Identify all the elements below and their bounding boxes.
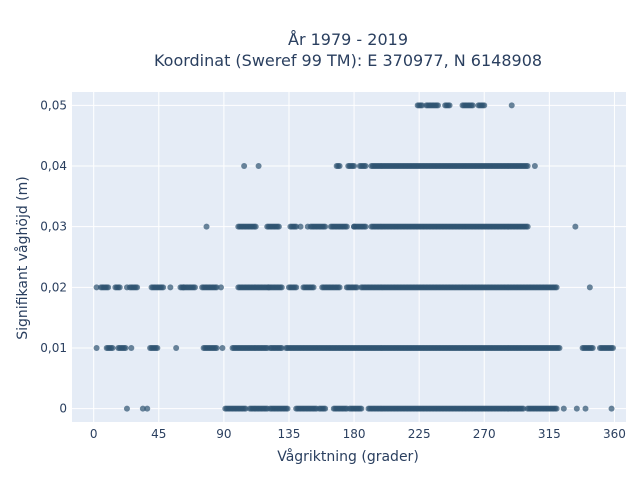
data-point <box>353 284 360 291</box>
data-point <box>139 405 146 412</box>
data-point <box>293 284 300 291</box>
data-point <box>144 405 151 412</box>
x-tick-label: 90 <box>216 427 231 441</box>
data-point <box>191 284 198 291</box>
data-point <box>93 284 100 291</box>
data-point <box>213 344 220 351</box>
y-tick-label: 0,01 <box>40 341 67 355</box>
x-tick-label: 135 <box>278 427 301 441</box>
data-point <box>284 405 291 412</box>
data-point <box>154 344 161 351</box>
data-point <box>446 102 453 109</box>
data-point <box>586 284 593 291</box>
data-point <box>508 102 515 109</box>
data-point <box>589 344 596 351</box>
data-point <box>278 344 285 351</box>
data-point <box>242 405 249 412</box>
data-points <box>93 102 616 412</box>
y-tick-label: 0 <box>59 402 67 416</box>
data-point <box>362 163 369 170</box>
data-point <box>520 405 527 412</box>
data-point <box>556 344 563 351</box>
x-tick-label: 180 <box>343 427 366 441</box>
data-point <box>109 344 116 351</box>
chart-title-line1: År 1979 - 2019 <box>288 30 408 49</box>
data-point <box>560 405 567 412</box>
data-point <box>419 102 426 109</box>
data-point <box>293 223 300 230</box>
x-tick-label: 360 <box>603 427 626 441</box>
data-point <box>524 163 531 170</box>
x-tick-label: 225 <box>408 427 431 441</box>
data-point <box>351 163 358 170</box>
x-tick-label: 45 <box>151 427 166 441</box>
y-tick-label: 0,02 <box>40 280 67 294</box>
x-tick-label: 315 <box>538 427 561 441</box>
data-point <box>351 223 358 230</box>
data-point <box>481 102 488 109</box>
data-point <box>609 344 616 351</box>
data-point <box>553 405 560 412</box>
data-point <box>255 163 262 170</box>
data-point <box>123 405 130 412</box>
x-tick-labels: 0 45 90 135 180 225 270 315 360 <box>90 427 626 441</box>
y-tick-label: 0,05 <box>40 98 67 112</box>
data-point <box>553 284 560 291</box>
data-point <box>524 223 531 230</box>
x-axis-label: Vågriktning (grader) <box>277 448 419 465</box>
data-point <box>167 284 174 291</box>
y-tick-label: 0,03 <box>40 220 67 234</box>
data-point <box>336 284 343 291</box>
data-point <box>134 284 141 291</box>
data-point <box>123 284 130 291</box>
y-tick-label: 0,04 <box>40 159 67 173</box>
x-tick-label: 0 <box>90 427 98 441</box>
data-point <box>343 223 350 230</box>
data-point <box>434 102 441 109</box>
data-point <box>252 223 259 230</box>
data-point <box>160 284 167 291</box>
data-point <box>322 223 329 230</box>
y-axis-label: Signifikant våghöjd (m) <box>14 176 31 339</box>
data-point <box>173 344 180 351</box>
data-point <box>217 284 224 291</box>
data-point <box>582 405 589 412</box>
data-point <box>297 223 304 230</box>
data-point <box>219 344 226 351</box>
data-point <box>322 405 329 412</box>
data-point <box>265 284 272 291</box>
data-point <box>531 163 538 170</box>
data-point <box>241 163 248 170</box>
data-point <box>105 284 112 291</box>
data-point <box>358 405 365 412</box>
data-point <box>608 405 615 412</box>
data-point <box>116 284 123 291</box>
data-point <box>304 223 311 230</box>
data-point <box>122 344 129 351</box>
data-point <box>180 284 187 291</box>
plot-area <box>72 92 626 422</box>
data-point <box>278 284 285 291</box>
data-point <box>310 284 317 291</box>
data-point <box>572 223 579 230</box>
x-tick-label: 270 <box>473 427 496 441</box>
data-point <box>275 223 282 230</box>
data-point <box>213 284 220 291</box>
data-point <box>573 405 580 412</box>
data-point <box>203 223 210 230</box>
chart-title-line2: Koordinat (Sweref 99 TM): E 370977, N 61… <box>154 51 542 70</box>
data-point <box>93 344 100 351</box>
data-point <box>362 223 369 230</box>
data-point <box>469 102 476 109</box>
y-tick-labels: 0 0,01 0,02 0,03 0,04 0,05 <box>40 98 67 415</box>
data-point <box>336 163 343 170</box>
data-point <box>128 344 135 351</box>
